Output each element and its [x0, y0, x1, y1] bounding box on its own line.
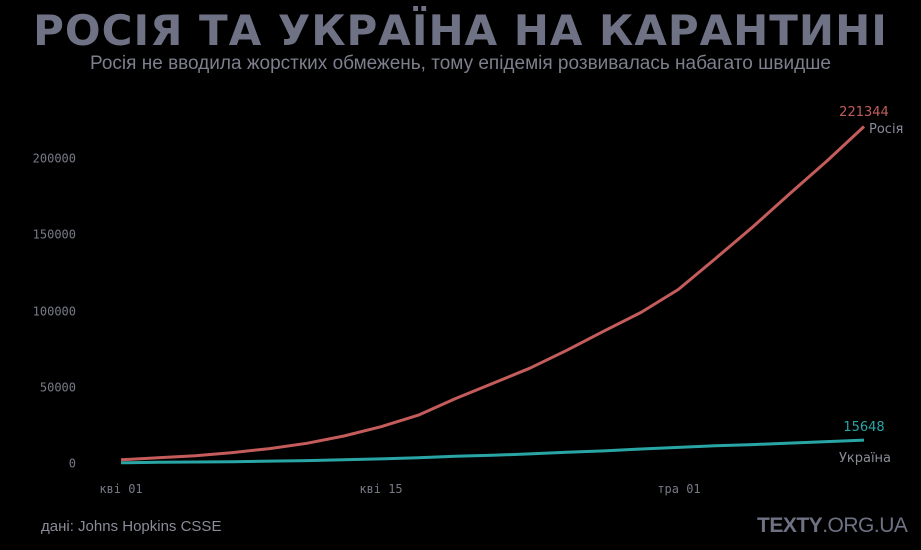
- brand-bold: TEXTY: [757, 514, 823, 537]
- chart-subtitle: Росія не вводила жорстких обмежень, тому…: [90, 53, 831, 74]
- y-axis: 0 50000 100000 150000 200000: [33, 152, 76, 471]
- x-tick-label: кві 15: [359, 482, 402, 496]
- x-axis: кві 01 кві 15 тра 01: [99, 482, 700, 496]
- y-tick-label: 50000: [40, 381, 76, 395]
- y-tick-label: 200000: [33, 152, 76, 166]
- ukraine-label: Україна: [839, 451, 891, 466]
- x-tick-label: тра 01: [657, 482, 700, 496]
- ukraine-line: [120, 438, 865, 465]
- data-source: дані: Johns Hopkins CSSE: [41, 518, 222, 535]
- russia-line: [120, 125, 866, 462]
- y-tick-label: 100000: [33, 305, 76, 319]
- x-tick-label: кві 01: [99, 482, 142, 496]
- ukraine-end-value: 15648: [843, 420, 884, 435]
- chart-title: РОСІЯ ТА УКРАЇНА НА КАРАНТИНІ: [33, 6, 888, 55]
- y-tick-label: 150000: [33, 228, 76, 242]
- y-tick-label: 0: [69, 457, 76, 471]
- brand-rest: .ORG.UA: [822, 514, 908, 537]
- russia-end-value: 221344: [839, 105, 889, 120]
- brand-logo[interactable]: TEXTY.ORG.UA: [757, 514, 908, 538]
- russia-label: Росія: [869, 122, 903, 137]
